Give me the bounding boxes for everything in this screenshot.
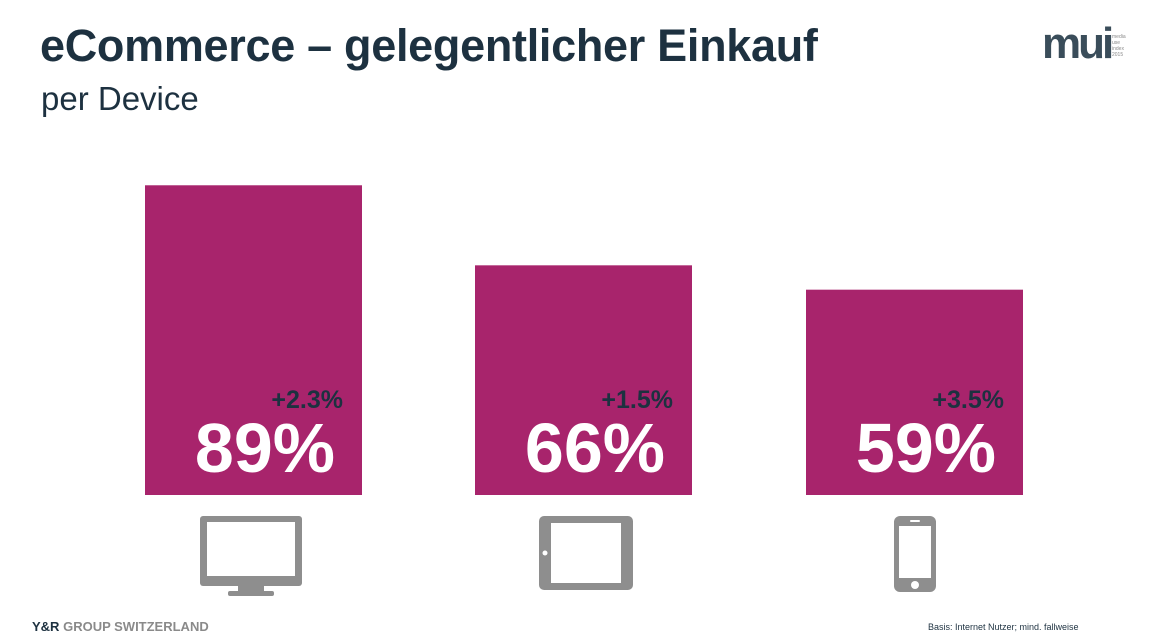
logo-caption: media use index 2015 (1112, 34, 1142, 58)
value-label: 89% (195, 409, 335, 487)
logo-caption-line: 2015 (1112, 52, 1124, 58)
value-label: 59% (856, 409, 996, 487)
value-label: 66% (525, 409, 665, 487)
logo-caption-line: media (1112, 34, 1126, 40)
tablet-icon (539, 516, 633, 590)
footer-brand-rest: GROUP SWITZERLAND (63, 619, 209, 634)
page-title: eCommerce – gelegentlicher Einkauf (40, 20, 818, 71)
mui-logo: mui media use index 2015 (1042, 20, 1142, 70)
logo-caption-line: use (1112, 40, 1121, 46)
change-label: +2.3% (271, 386, 343, 414)
bar-tablet (475, 265, 692, 495)
footer-note: Basis: Internet Nutzer; mind. fallweise (928, 622, 1079, 632)
footer-brand: Y&R GROUP SWITZERLAND (32, 619, 209, 634)
desktop-monitor-icon (200, 516, 302, 596)
logo-caption-line: index (1112, 46, 1124, 52)
logo-wordmark: mui (1042, 19, 1114, 68)
smartphone-icon (894, 516, 936, 592)
page-subtitle: per Device (41, 80, 199, 117)
bar-desktop (145, 185, 362, 495)
bar-smartphone (806, 289, 1023, 495)
change-label: +3.5% (932, 386, 1004, 414)
footer-brand-bold: Y&R (32, 619, 60, 634)
change-label: +1.5% (601, 386, 673, 414)
